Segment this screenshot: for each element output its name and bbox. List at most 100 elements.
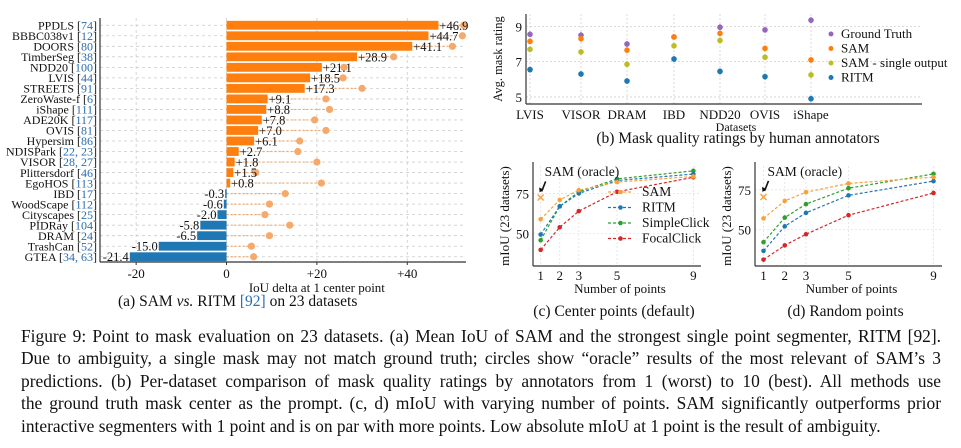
dataset-name: ZeroWaste-f bbox=[20, 92, 83, 106]
bracket: [ bbox=[77, 124, 81, 138]
dataset-citation: 117 bbox=[75, 113, 93, 127]
x-tick-label: 1 bbox=[760, 268, 767, 283]
bracket: [ bbox=[59, 155, 63, 169]
bracket: [ bbox=[72, 103, 76, 117]
category-label: LVIS [44] bbox=[48, 71, 97, 85]
bracket: ] bbox=[93, 250, 97, 264]
bracket: ] bbox=[93, 208, 97, 222]
oracle-point bbox=[311, 116, 319, 124]
bracket: [ bbox=[77, 239, 81, 253]
bracket: [ bbox=[71, 197, 75, 211]
rating-point bbox=[762, 27, 768, 33]
bracket: [ bbox=[83, 92, 87, 106]
bracket: ] bbox=[93, 176, 97, 190]
rating-point bbox=[762, 45, 768, 52]
bracket: ] bbox=[93, 239, 97, 253]
oracle-annotation: SAM (oracle) bbox=[768, 164, 843, 179]
series-point bbox=[576, 208, 582, 214]
rating-point bbox=[671, 34, 677, 40]
dataset-citation: 38 bbox=[81, 50, 93, 64]
category-label: Cityscapes [25] bbox=[22, 208, 97, 222]
dataset-name: Hypersim bbox=[27, 134, 77, 148]
bar bbox=[226, 83, 305, 93]
oracle-point bbox=[281, 190, 289, 198]
y-tick-label: 5 bbox=[516, 90, 523, 105]
bar bbox=[158, 241, 227, 251]
center-points-line-chart: SAM (oracle) 50 75 1 2 3 5 9 Number of points mIo… bbox=[497, 162, 710, 320]
x-tick-label: 9 bbox=[930, 268, 937, 283]
y-tick-label: 7 bbox=[516, 55, 523, 70]
x-tick-label: +40 bbox=[397, 266, 417, 281]
rating-point bbox=[624, 47, 630, 53]
bar bbox=[226, 52, 358, 62]
dataset-name: PIDRay bbox=[29, 218, 71, 232]
bracket: ] bbox=[93, 82, 97, 96]
dataset-name: NDD20 bbox=[30, 61, 71, 75]
x-tick-label: DRAM bbox=[607, 107, 646, 122]
oracle-arrowhead bbox=[539, 187, 544, 193]
dataset-name: NDISPark bbox=[6, 145, 59, 159]
bar bbox=[226, 31, 429, 41]
dataset-name: LVIS bbox=[48, 71, 77, 85]
legend-marker bbox=[828, 60, 834, 66]
dataset-name: Plittersdorf bbox=[20, 166, 77, 180]
oracle-point bbox=[340, 63, 348, 71]
series-point bbox=[803, 189, 809, 195]
bar-value-label: +9.1 bbox=[269, 92, 292, 106]
x-axis-label: Number of points bbox=[574, 281, 666, 296]
caption-line: Figure 9: Point to mask evaluation on 23… bbox=[21, 326, 941, 346]
dataset-citation: 81 bbox=[81, 124, 93, 138]
category-label: NDISPark [22, 23] bbox=[6, 145, 97, 159]
legend-label: RITM bbox=[841, 70, 874, 85]
series-point bbox=[691, 174, 696, 179]
series-point bbox=[803, 201, 809, 207]
dataset-name: PPDLS bbox=[38, 18, 77, 32]
series-point bbox=[761, 216, 766, 221]
bracket: ] bbox=[93, 145, 97, 159]
dataset-name: ADE20K bbox=[23, 113, 71, 127]
series-point bbox=[761, 239, 766, 245]
x-tick-label: NDD20 bbox=[699, 107, 740, 122]
category-label: ZeroWaste-f [6] bbox=[20, 92, 97, 106]
panel-a-iou-delta-chart: +46.9 +44.7 +41.1 +28.9 +21.1 +18.5 +17.3 +9.1 +… bbox=[0, 0, 480, 320]
series-point bbox=[782, 243, 788, 248]
series-point bbox=[557, 224, 563, 230]
dataset-name: WoodScape bbox=[11, 197, 71, 211]
bar-value-label: +21.1 bbox=[323, 61, 352, 75]
figure-caption: Figure 9: Point to mask evaluation on 23… bbox=[21, 325, 941, 437]
bar-value-label: +17.3 bbox=[306, 82, 335, 96]
bar-value-label: +44.7 bbox=[429, 29, 458, 43]
oracle-point bbox=[296, 137, 304, 145]
bar-value-label: +46.9 bbox=[439, 19, 468, 33]
bar-value-label: +2.7 bbox=[240, 145, 263, 159]
y-axis-label: mIoU (23 datasets) bbox=[497, 166, 512, 266]
bracket: ] bbox=[93, 187, 97, 201]
oracle-point bbox=[247, 242, 255, 250]
category-label: GTEA [34, 63] bbox=[25, 250, 97, 264]
dataset-citation: 86 bbox=[81, 134, 93, 148]
rating-point bbox=[671, 42, 677, 49]
x-tick-label: 0 bbox=[223, 266, 230, 281]
dataset-name: iShape bbox=[36, 103, 72, 117]
series-point bbox=[538, 237, 543, 243]
rating-point bbox=[527, 38, 533, 45]
bracket: ] bbox=[93, 103, 97, 117]
rating-point bbox=[808, 72, 814, 78]
rating-point bbox=[717, 30, 723, 37]
category-label: Hypersim [86] bbox=[27, 134, 97, 148]
iou-delta-bar-chart: +46.9+44.7+41.1+28.9+21.1+18.5+17.3+9.1+… bbox=[6, 18, 468, 295]
legend-label: SAM bbox=[841, 41, 870, 56]
bracket: [ bbox=[71, 218, 75, 232]
oracle-point bbox=[325, 105, 334, 114]
subcaption-a: (a) SAM vs. RITM [92] on 23 datasets bbox=[118, 293, 358, 310]
y-tick-label: 50 bbox=[516, 227, 529, 242]
caption-line: interactive segmenters with 1 point and … bbox=[21, 415, 881, 436]
legend-marker bbox=[828, 75, 834, 80]
series-point bbox=[557, 197, 563, 203]
rating-point bbox=[808, 95, 814, 102]
bracket: [ bbox=[77, 50, 81, 64]
dataset-citation: 104 bbox=[75, 218, 93, 232]
dataset-name: OVIS bbox=[46, 124, 77, 138]
rating-point bbox=[527, 66, 533, 73]
oracle-point bbox=[265, 232, 274, 240]
